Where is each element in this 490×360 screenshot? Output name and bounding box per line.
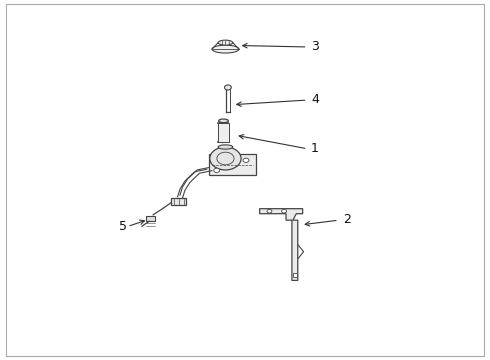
Ellipse shape (219, 119, 228, 123)
Bar (146, 216, 155, 221)
Bar (293, 273, 297, 277)
Bar (171, 198, 186, 206)
Ellipse shape (218, 40, 233, 45)
Text: 1: 1 (311, 142, 319, 155)
Polygon shape (260, 209, 303, 280)
Circle shape (243, 158, 249, 162)
Circle shape (210, 147, 241, 170)
Ellipse shape (212, 45, 239, 53)
Circle shape (267, 210, 272, 213)
Ellipse shape (218, 145, 233, 149)
Circle shape (224, 85, 231, 90)
Bar (209, 154, 256, 175)
Text: 4: 4 (311, 93, 319, 106)
Circle shape (282, 210, 287, 213)
Text: 3: 3 (311, 40, 319, 53)
Text: 5: 5 (119, 220, 127, 233)
Circle shape (214, 168, 220, 172)
Text: 2: 2 (343, 213, 351, 226)
Bar (218, 123, 229, 142)
